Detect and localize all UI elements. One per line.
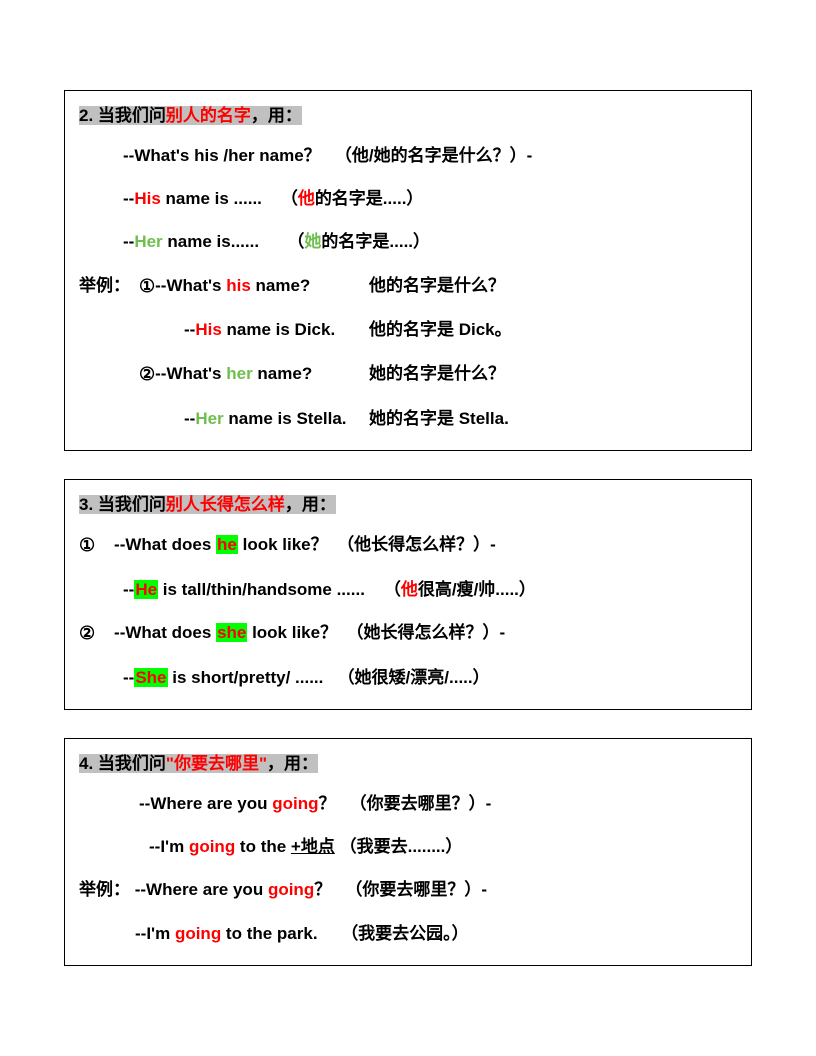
s2-example2-q: ②--What's her name? 她的名字是什么？ — [79, 360, 737, 389]
s2-example1-q: 举例： ①--What's his name? 他的名字是什么？ — [79, 272, 737, 301]
section-2-header: 2. 当我们问别人的名字，用： — [79, 101, 737, 126]
s3-line4: --She is short/pretty/ ...... （她很矮/漂亮/..… — [79, 664, 737, 691]
s4-line2: --I'm going to the +地点 （我要去........） — [79, 833, 737, 860]
s4-example-a: --I'm going to the park. （我要去公园。） — [79, 920, 737, 947]
section-2: 2. 当我们问别人的名字，用： --What's his /her name？ … — [64, 90, 752, 451]
s2-line1: --What's his /her name？ （他/她的名字是什么？）- — [79, 142, 737, 169]
s3-line2: --He is tall/thin/handsome ...... （他很高/瘦… — [79, 576, 737, 603]
s3-line1: ① --What does he look like？ （他长得怎么样？）- — [79, 531, 737, 560]
section-3: 3. 当我们问别人长得怎么样，用： ① --What does he look … — [64, 479, 752, 710]
section-4-header: 4. 当我们问"你要去哪里"，用： — [79, 749, 737, 774]
section-4: 4. 当我们问"你要去哪里"，用： --Where are you going？… — [64, 738, 752, 966]
header-gray-part: 2. 当我们问别人的名字，用： — [79, 106, 302, 125]
s3-line3: ② --What does she look like？ （她长得怎么样？）- — [79, 619, 737, 648]
s4-example-q: 举例： --Where are you going？ （你要去哪里？）- — [79, 876, 737, 903]
s2-example1-a: --His name is Dick. 他的名字是 Dick。 — [79, 316, 737, 343]
s2-line3: --Her name is...... （她的名字是.....） — [79, 228, 737, 255]
s2-example2-a: --Her name is Stella. 她的名字是 Stella. — [79, 405, 737, 432]
s4-line1: --Where are you going？ （你要去哪里？）- — [79, 790, 737, 817]
s2-line2: --His name is ...... （他的名字是.....） — [79, 185, 737, 212]
section-3-header: 3. 当我们问别人长得怎么样，用： — [79, 490, 737, 515]
